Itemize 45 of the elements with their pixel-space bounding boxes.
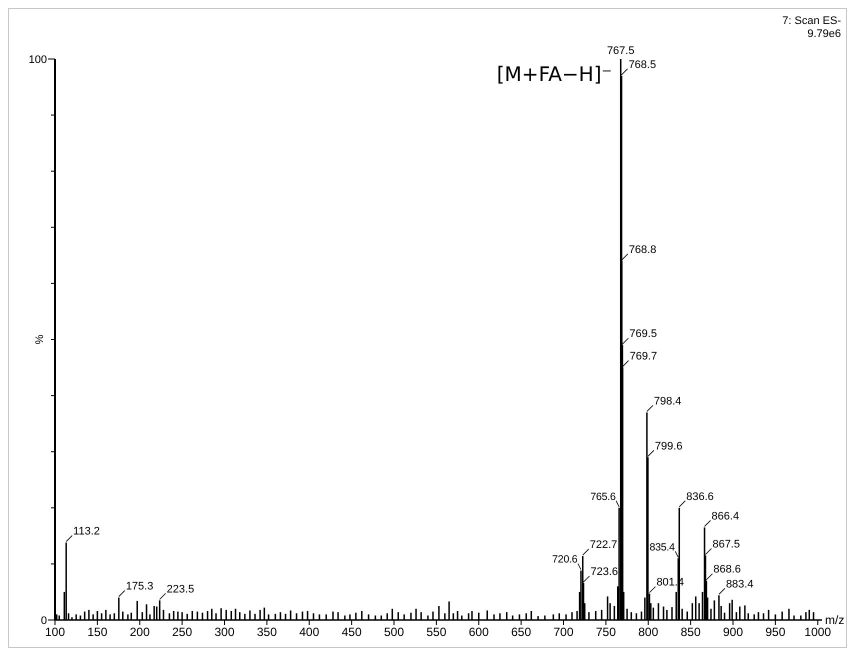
y-tick-label: 0: [40, 614, 47, 627]
annotation: 835.4: [649, 541, 676, 554]
text: 9.79e6: [807, 28, 841, 40]
annotation: 883.4: [726, 578, 754, 590]
annotation: 768.8: [628, 244, 656, 256]
annotation: 767.5: [606, 45, 634, 57]
annotation: 866.4: [712, 510, 740, 522]
x-tick-label: 900: [722, 625, 744, 639]
x-tick-label: 750: [596, 625, 616, 639]
x-tick-label: 450: [342, 625, 362, 639]
x-tick-label: 200: [130, 625, 150, 639]
annotation: 799.6: [654, 440, 682, 452]
y-axis-title: %: [34, 334, 46, 344]
annotation: 769.5: [629, 328, 657, 340]
annotation: 175.3: [126, 580, 154, 593]
x-tick-label: 400: [299, 625, 320, 639]
x-tick-label: 500: [384, 625, 404, 639]
annotation: 223.5: [166, 583, 194, 596]
annotation: 768.5: [628, 58, 656, 71]
annotation: 113.2: [73, 526, 100, 538]
x-tick-label: 250: [172, 625, 192, 639]
x-tick-label: 100: [44, 625, 66, 639]
x-tick-label: 150: [87, 625, 108, 639]
annotation: 722.7: [590, 539, 618, 552]
x-tick-label: 950: [765, 625, 786, 639]
annotation: 836.6: [686, 490, 714, 503]
annotation: 769.7: [630, 350, 658, 363]
text: 7: Scan ES-: [782, 15, 842, 27]
x-tick-label: 300: [214, 625, 235, 639]
annotation: 723.6: [590, 566, 618, 578]
x-tick-label: 800: [638, 625, 659, 639]
x-axis-title: m/z: [825, 613, 844, 627]
annotation: 720.6: [552, 554, 578, 566]
x-tick-label: 850: [680, 625, 701, 639]
annotation: [M+FA−H]⁻: [496, 62, 612, 86]
x-tick-label: 550: [426, 625, 447, 639]
annotation: 868.6: [713, 564, 741, 576]
annotation: 765.6: [590, 490, 616, 503]
x-tick-label: 600: [468, 625, 490, 639]
annotation: 798.4: [654, 395, 682, 408]
x-tick-label: 700: [553, 625, 574, 639]
x-tick-label: 350: [256, 625, 278, 639]
x-tick-label: 650: [511, 625, 532, 639]
x-tick-label: 1000: [804, 625, 832, 639]
annotation: 867.5: [712, 538, 740, 550]
